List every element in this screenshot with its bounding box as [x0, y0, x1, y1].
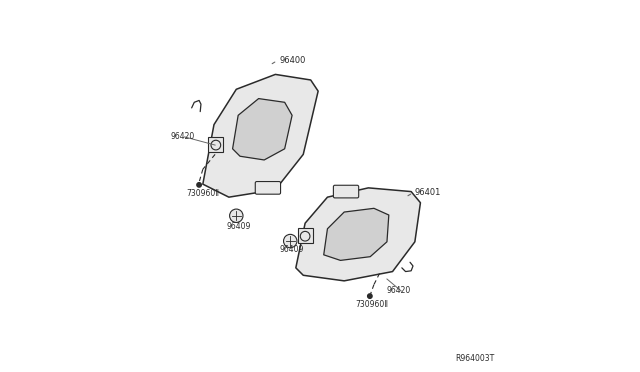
- Text: 96409: 96409: [227, 222, 251, 231]
- Text: 96409: 96409: [279, 246, 303, 254]
- Circle shape: [197, 183, 202, 187]
- Text: 96420: 96420: [387, 286, 412, 295]
- Polygon shape: [203, 74, 318, 197]
- Circle shape: [284, 234, 297, 248]
- Text: 730960Ⅱ: 730960Ⅱ: [356, 300, 388, 309]
- FancyBboxPatch shape: [333, 185, 358, 198]
- Circle shape: [367, 294, 372, 298]
- Text: 96420: 96420: [170, 132, 195, 141]
- Bar: [209, 137, 223, 152]
- Text: 96401: 96401: [415, 188, 441, 197]
- Text: R964003T: R964003T: [456, 354, 495, 363]
- FancyBboxPatch shape: [255, 182, 280, 194]
- Text: 96400: 96400: [279, 56, 305, 65]
- Circle shape: [230, 209, 243, 222]
- Text: 730960Ⅱ: 730960Ⅱ: [187, 189, 220, 198]
- Polygon shape: [232, 99, 292, 160]
- Polygon shape: [324, 208, 389, 260]
- Bar: [298, 228, 312, 243]
- Polygon shape: [296, 188, 420, 281]
